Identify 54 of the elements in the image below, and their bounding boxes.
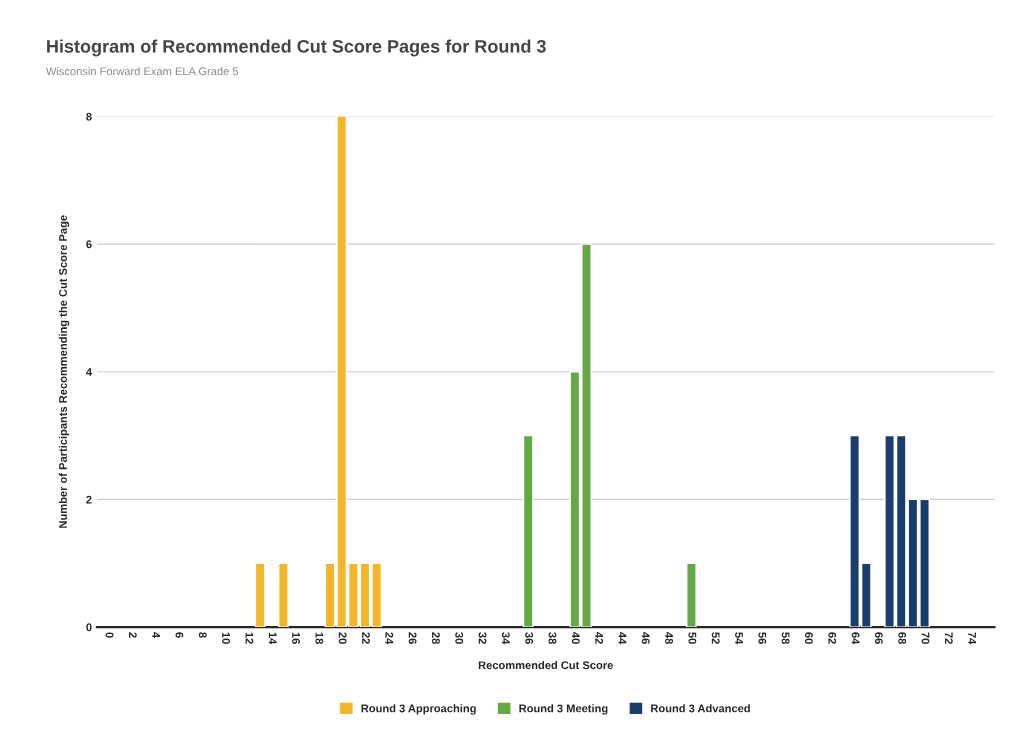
x-tick-label: 74 <box>968 632 976 645</box>
x-tick-label: 54 <box>735 632 743 645</box>
x-tick-label: 62 <box>828 632 837 644</box>
x-tick-label: 24 <box>385 632 394 645</box>
x-tick-label: 6 <box>175 632 184 638</box>
x-tick-label: 38 <box>548 632 557 644</box>
x-tick-label: 72 <box>945 632 953 644</box>
y-tick-label: 6 <box>86 240 92 249</box>
x-tick-label: 32 <box>478 632 487 644</box>
x-tick-label: 4 <box>152 632 160 639</box>
x-tick-label: 12 <box>245 632 254 644</box>
bar <box>254 562 266 628</box>
x-tick-label: 58 <box>781 632 790 644</box>
x-tick-label: 42 <box>595 632 604 644</box>
y-tick-label: 4 <box>86 368 92 376</box>
x-tick-label: 56 <box>758 632 767 644</box>
x-tick-label: 60 <box>805 632 813 644</box>
x-tick-label: 52 <box>711 632 720 644</box>
x-axis-title: Recommended Cut Score <box>478 660 613 670</box>
x-tick-label: 66 <box>874 632 883 644</box>
x-tick-label: 40 <box>571 632 580 644</box>
chart-title: Histogram of Recommended Cut Score Pages for Round 3 <box>47 39 546 57</box>
chart-subtitle: Wisconsin Forward Exam ELA Grade 5 <box>45 67 239 76</box>
bar <box>522 434 534 628</box>
x-tick-label: 48 <box>665 632 673 644</box>
x-tick-label: 2 <box>129 632 137 638</box>
y-tick-label: 0 <box>86 623 92 632</box>
y-tick-label: 2 <box>86 495 92 504</box>
x-tick-label: 8 <box>198 632 207 638</box>
bar <box>686 562 697 628</box>
x-tick-label: 34 <box>501 632 510 645</box>
y-axis-title: Number of Participants Recommending the Cut Score Page <box>58 215 70 528</box>
x-tick-label: 10 <box>222 632 231 644</box>
y-tick-label: 8 <box>86 112 92 121</box>
x-tick-label: 26 <box>408 632 417 644</box>
x-tick-label: 20 <box>338 632 347 644</box>
x-tick-label: 70 <box>921 632 930 644</box>
x-tick-label: 22 <box>362 632 370 644</box>
x-tick-label: 0 <box>105 632 114 638</box>
legend-label: Round 3 Advanced <box>651 704 750 713</box>
x-tick-label: 44 <box>618 632 627 645</box>
x-tick-label: 30 <box>455 632 464 644</box>
bar <box>278 562 289 628</box>
x-tick-label: 36 <box>525 632 534 644</box>
x-tick-label: 28 <box>431 632 440 644</box>
x-tick-label: 68 <box>898 632 907 644</box>
x-tick-label: 50 <box>688 632 697 644</box>
legend-label: Round 3 Meeting <box>519 704 608 715</box>
x-tick-label: 16 <box>292 632 300 644</box>
x-tick-label: 64 <box>851 632 860 645</box>
x-tick-label: 46 <box>641 632 650 644</box>
x-tick-label: 14 <box>268 632 277 645</box>
x-tick-label: 18 <box>315 632 324 644</box>
legend-label: Round 3 Approaching <box>361 704 476 715</box>
